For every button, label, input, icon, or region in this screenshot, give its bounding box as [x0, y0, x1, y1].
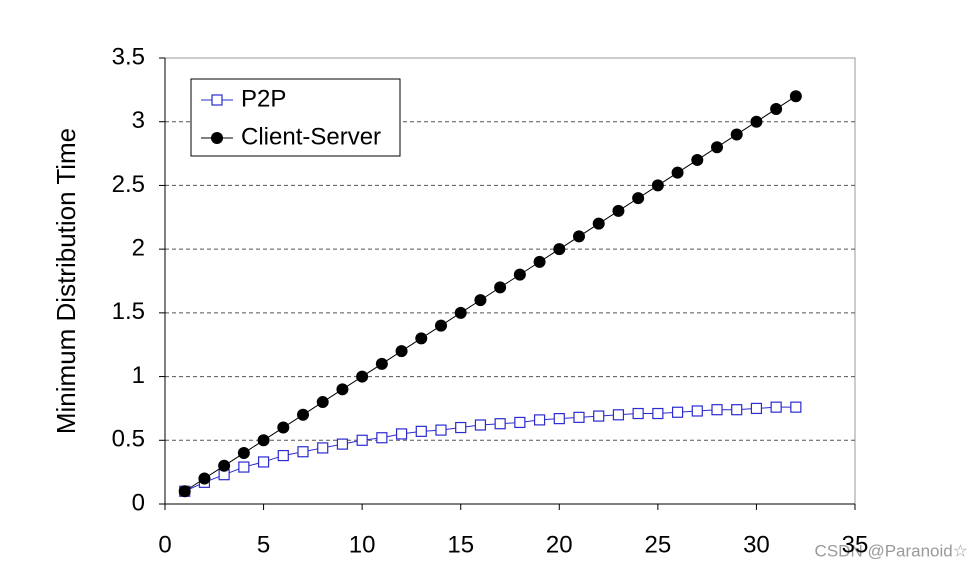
marker	[592, 217, 605, 230]
series-line	[184, 406, 796, 492]
marker	[455, 421, 467, 434]
marker	[218, 459, 231, 472]
marker	[730, 128, 743, 141]
marker	[336, 383, 349, 396]
marker	[553, 243, 566, 256]
marker	[750, 115, 763, 128]
legend-marker	[211, 94, 223, 106]
marker	[376, 432, 388, 444]
marker	[651, 179, 664, 192]
marker	[612, 204, 625, 217]
marker	[395, 345, 408, 358]
marker	[612, 409, 625, 421]
x-tick-label: 15	[447, 531, 474, 558]
marker	[336, 438, 349, 450]
marker	[435, 319, 447, 332]
marker	[277, 421, 290, 434]
marker	[297, 408, 309, 421]
y-tick-label: 0.5	[112, 426, 145, 453]
watermark: CSDN @Paranoid☆	[815, 541, 968, 560]
marker	[652, 407, 664, 420]
marker	[297, 446, 309, 458]
marker	[356, 434, 368, 446]
x-tick-label: 0	[158, 531, 171, 558]
marker	[316, 396, 329, 409]
marker	[711, 404, 723, 416]
y-axis-label: Minimum Distribution Time	[51, 128, 81, 434]
marker	[553, 413, 565, 425]
marker	[514, 416, 526, 429]
y-tick-label: 1	[132, 362, 145, 389]
marker	[770, 102, 783, 115]
marker	[178, 485, 191, 498]
marker	[593, 410, 605, 422]
marker	[731, 404, 743, 416]
marker	[474, 294, 487, 307]
marker	[711, 141, 723, 154]
marker	[691, 405, 703, 417]
y-tick-label: 1.5	[112, 298, 145, 325]
legend-marker	[211, 132, 223, 144]
marker	[435, 424, 447, 436]
marker	[750, 402, 763, 415]
x-tick-label: 5	[257, 531, 270, 558]
marker	[691, 153, 704, 166]
marker	[238, 461, 250, 473]
marker	[415, 332, 428, 345]
x-tick-label: 20	[546, 531, 573, 558]
marker	[474, 419, 487, 431]
x-tick-label: 10	[349, 531, 376, 558]
marker	[356, 370, 369, 383]
marker	[277, 449, 289, 462]
marker	[632, 407, 644, 420]
marker	[671, 166, 684, 179]
y-tick-label: 3.5	[112, 43, 145, 70]
y-tick-label: 0	[132, 489, 145, 516]
marker	[375, 357, 388, 370]
marker	[198, 472, 211, 485]
marker	[415, 425, 427, 437]
x-tick-label: 35	[842, 531, 869, 558]
marker	[395, 428, 408, 440]
y-tick-label: 3	[132, 107, 145, 134]
marker	[533, 255, 546, 268]
marker	[454, 306, 467, 319]
x-tick-label: 30	[743, 531, 770, 558]
legend-box	[190, 78, 401, 157]
y-tick-label: 2.5	[112, 171, 145, 198]
y-tick-label: 2	[132, 234, 145, 261]
marker	[632, 192, 645, 205]
marker	[494, 281, 507, 294]
x-tick-label: 25	[645, 531, 672, 558]
marker	[790, 401, 802, 413]
marker	[789, 90, 802, 103]
marker	[770, 401, 782, 413]
legend-label: P2P	[241, 85, 286, 112]
marker	[671, 406, 684, 418]
legend-label: Client-Server	[241, 123, 381, 150]
marker	[317, 442, 329, 454]
marker	[573, 230, 585, 243]
marker	[257, 456, 270, 468]
marker	[257, 434, 270, 447]
marker	[573, 411, 585, 423]
marker	[237, 447, 250, 460]
marker	[533, 414, 546, 426]
marker	[494, 418, 506, 430]
marker	[513, 268, 526, 281]
